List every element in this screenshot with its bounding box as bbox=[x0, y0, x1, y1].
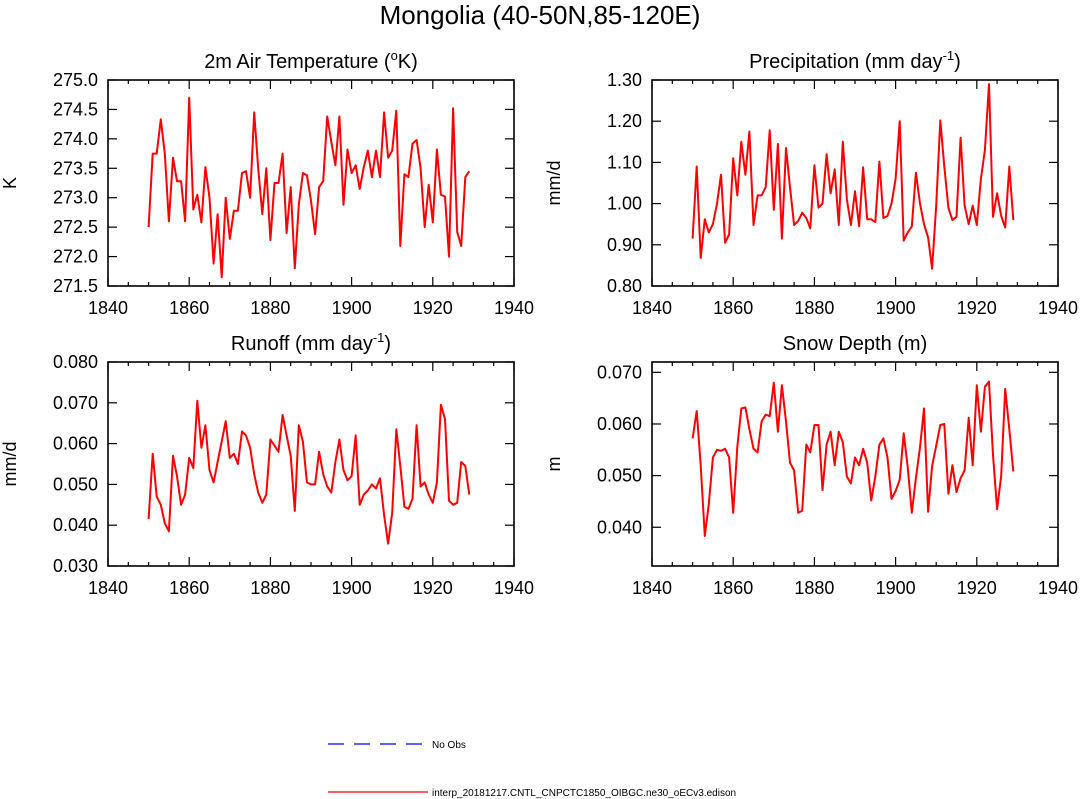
y-tick-label: 0.050 bbox=[597, 466, 642, 486]
series-line-precipitation bbox=[691, 83, 1015, 270]
y-axis-label: mm/d bbox=[0, 442, 20, 487]
y-tick-label: 272.0 bbox=[53, 247, 98, 267]
x-tick-label: 1920 bbox=[957, 298, 997, 318]
legend: No Obs interp_20181217.CNTL_CNPCTC1850_O… bbox=[328, 740, 736, 799]
y-tick-label: 0.050 bbox=[53, 474, 98, 494]
y-tick-label: 1.20 bbox=[607, 111, 642, 131]
legend-model-label: interp_20181217.CNTL_CNPCTC1850_OIBGC.ne… bbox=[432, 788, 736, 799]
y-tick-label: 0.080 bbox=[53, 352, 98, 372]
x-tick-label: 1860 bbox=[713, 578, 753, 598]
y-tick-label: 0.070 bbox=[597, 362, 642, 382]
series-line-air-temperature bbox=[147, 96, 471, 279]
y-tick-label: 0.90 bbox=[607, 235, 642, 255]
y-tick-label: 273.5 bbox=[53, 158, 98, 178]
panel-title-air-temperature: 2m Air Temperature (oK) bbox=[204, 48, 418, 73]
x-tick-label: 1920 bbox=[413, 298, 453, 318]
x-tick-label: 1840 bbox=[632, 298, 672, 318]
series-line-runoff bbox=[147, 399, 471, 545]
x-tick-label: 1880 bbox=[794, 298, 834, 318]
x-tick-label: 1920 bbox=[413, 578, 453, 598]
y-tick-label: 275.0 bbox=[53, 70, 98, 90]
y-tick-label: 272.5 bbox=[53, 217, 98, 237]
y-tick-label: 0.060 bbox=[597, 414, 642, 434]
x-tick-label: 1860 bbox=[713, 298, 753, 318]
y-tick-label: 1.30 bbox=[607, 70, 642, 90]
x-tick-label: 1940 bbox=[1038, 578, 1078, 598]
panel-snow-depth: Snow Depth (m) 1840 1860 1880 1900 1920 1940 0.… bbox=[544, 333, 1078, 598]
x-tick-label: 1920 bbox=[957, 578, 997, 598]
y-tick-label: 271.5 bbox=[53, 276, 98, 296]
y-axis-label: mm/d bbox=[544, 161, 564, 206]
y-tick-label: 1.10 bbox=[607, 152, 642, 172]
series-line-snow-depth bbox=[691, 380, 1015, 537]
y-tick-label: 0.80 bbox=[607, 276, 642, 296]
panel-title-snow-depth: Snow Depth (m) bbox=[783, 333, 928, 355]
y-axis-label: m bbox=[544, 457, 564, 472]
figure-title: Mongolia (40-50N,85-120E) bbox=[380, 0, 701, 30]
x-tick-label: 1880 bbox=[250, 578, 290, 598]
y-axis-label: K bbox=[0, 177, 20, 189]
x-tick-label: 1900 bbox=[876, 298, 916, 318]
y-tick-label: 0.040 bbox=[597, 517, 642, 537]
x-tick-label: 1860 bbox=[169, 578, 209, 598]
y-tick-label: 0.070 bbox=[53, 393, 98, 413]
y-tick-label: 273.0 bbox=[53, 188, 98, 208]
panel-title-runoff: Runoff (mm day-1) bbox=[231, 330, 391, 355]
x-tick-label: 1840 bbox=[632, 578, 672, 598]
x-tick-label: 1900 bbox=[332, 298, 372, 318]
y-tick-label: 274.5 bbox=[53, 99, 98, 119]
panel-title-precipitation: Precipitation (mm day-1) bbox=[749, 48, 961, 73]
x-tick-label: 1900 bbox=[332, 578, 372, 598]
panel-air-temperature: 2m Air Temperature (oK) 1840 1860 1880 1900 1… bbox=[0, 48, 534, 318]
plot-frame bbox=[107, 361, 515, 567]
x-tick-label: 1880 bbox=[250, 298, 290, 318]
x-tick-label: 1940 bbox=[1038, 298, 1078, 318]
x-tick-label: 1880 bbox=[794, 578, 834, 598]
x-tick-label: 1900 bbox=[876, 578, 916, 598]
x-tick-label: 1840 bbox=[88, 578, 128, 598]
legend-obs-label: No Obs bbox=[432, 740, 466, 751]
y-tick-label: 0.060 bbox=[53, 434, 98, 454]
y-tick-label: 274.0 bbox=[53, 129, 98, 149]
x-tick-label: 1860 bbox=[169, 298, 209, 318]
panel-precipitation: Precipitation (mm day-1) 1840 1860 1880 1900… bbox=[544, 48, 1078, 318]
y-tick-label: 1.00 bbox=[607, 194, 642, 214]
y-tick-label: 0.030 bbox=[53, 556, 98, 576]
plot-frame bbox=[651, 79, 1059, 287]
x-tick-label: 1940 bbox=[494, 298, 534, 318]
x-tick-label: 1840 bbox=[88, 298, 128, 318]
panel-runoff: Runoff (mm day-1) 1840 1860 1880 1900 1920 194… bbox=[0, 330, 534, 598]
x-tick-label: 1940 bbox=[494, 578, 534, 598]
y-tick-label: 0.040 bbox=[53, 515, 98, 535]
